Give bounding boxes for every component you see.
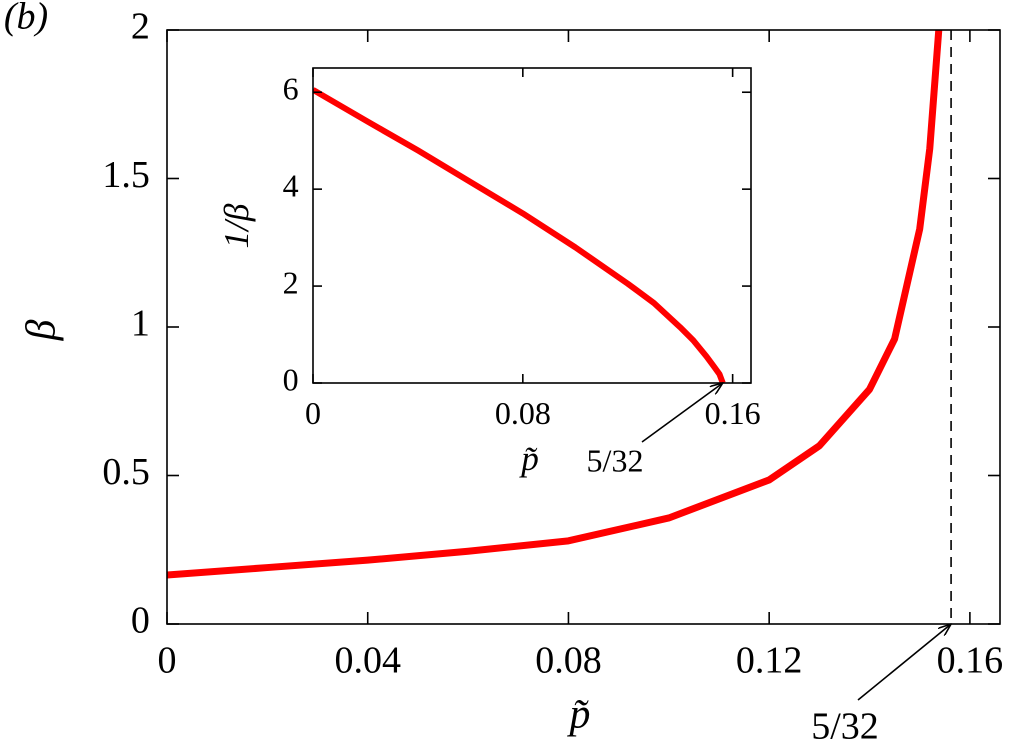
annotation-arrow xyxy=(857,624,951,701)
plot-frame xyxy=(312,67,752,384)
x-tick-label: 0 xyxy=(158,640,177,682)
y-tick-label: 1 xyxy=(131,303,150,345)
x-tick-label: 0.08 xyxy=(495,395,551,431)
y-tick-label: 0 xyxy=(283,361,299,397)
y-axis-label: 1/β xyxy=(217,203,256,248)
x-tick-label: 0 xyxy=(305,395,321,431)
y-tick-label: 2 xyxy=(131,6,150,48)
x-axis-label: p̃ xyxy=(567,692,591,738)
x-tick-label: 0.16 xyxy=(705,395,761,431)
panel-label: (b) xyxy=(4,0,48,38)
x-tick-label: 0.08 xyxy=(535,640,602,682)
line xyxy=(167,30,943,579)
x-tick-label: 0.12 xyxy=(736,640,803,682)
x-tick-label: 0.04 xyxy=(334,640,401,682)
x-axis-label: p̃ xyxy=(518,439,539,478)
annotation: 5/32 xyxy=(587,442,644,478)
inset-background xyxy=(313,68,751,383)
y-tick-label: 0 xyxy=(131,600,150,642)
y-tick-label: 1.5 xyxy=(102,154,150,196)
annotation-arrow xyxy=(641,383,723,443)
y-tick-label: 2 xyxy=(283,264,299,300)
y-axis-label: β xyxy=(19,319,65,341)
x-tick-label: 0.16 xyxy=(937,640,1004,682)
y-tick-label: 4 xyxy=(283,167,299,203)
line xyxy=(313,87,726,383)
y-tick-label: 6 xyxy=(283,71,299,107)
annotation: 5/32 xyxy=(811,706,879,748)
y-tick-label: 0.5 xyxy=(102,451,150,493)
